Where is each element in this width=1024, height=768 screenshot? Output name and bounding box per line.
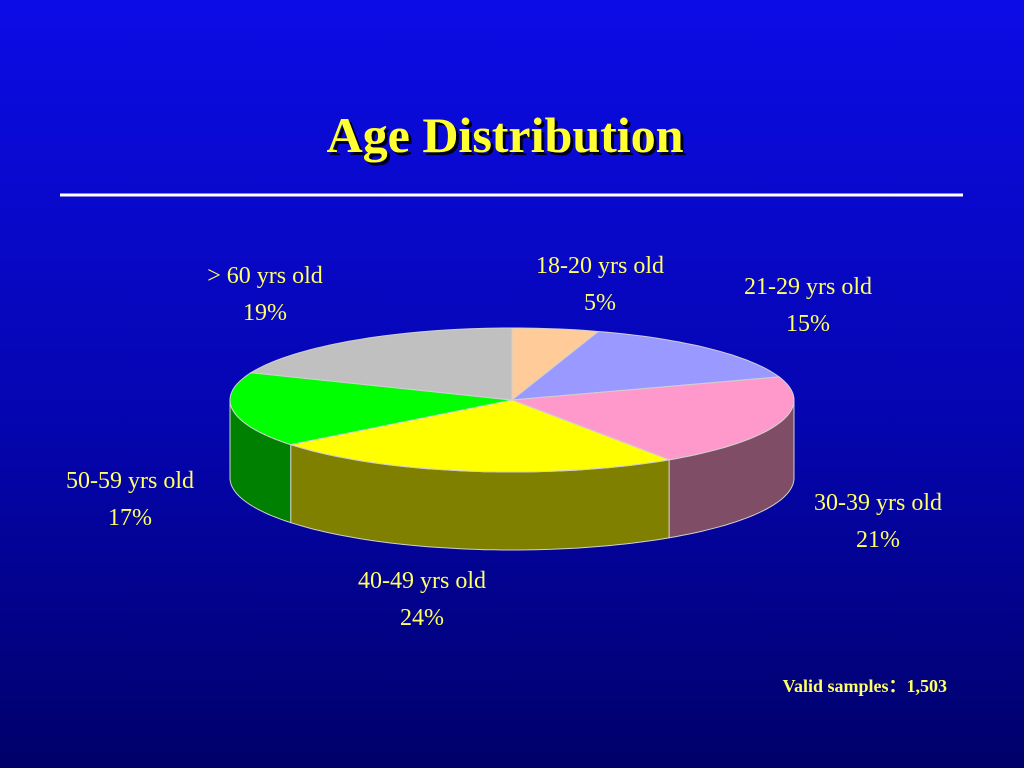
labels: 18-20 yrs old 5% 21-29 yrs old 15% 30-39 yrs… [66,253,942,631]
slice-label: > 60 yrs old [207,263,323,289]
slice [249,327,513,401]
slice-label: 50-59 yrs old [66,468,194,494]
slice [511,327,600,402]
slice-label: 18-20 yrs old [536,253,664,279]
pie [229,327,795,551]
annotation: Valid samples：1,503 [783,676,947,696]
slice-label: 40-49 yrs old [358,568,486,594]
slice-value-label: 17% [108,505,152,531]
chart-title: Age Distribution [327,107,684,163]
slice-label: 30-39 yrs old [814,490,942,516]
slice-value-label: 19% [243,300,287,326]
slice-value-label: 21% [856,527,900,553]
slice [510,330,781,401]
slice-value-label: 15% [786,311,830,337]
slice [511,376,795,461]
slice-label: 21-29 yrs old [744,274,872,300]
slice [229,372,513,446]
slice [290,399,671,473]
slice-value-label: 24% [400,605,444,631]
slice-value-label: 5% [584,290,616,316]
